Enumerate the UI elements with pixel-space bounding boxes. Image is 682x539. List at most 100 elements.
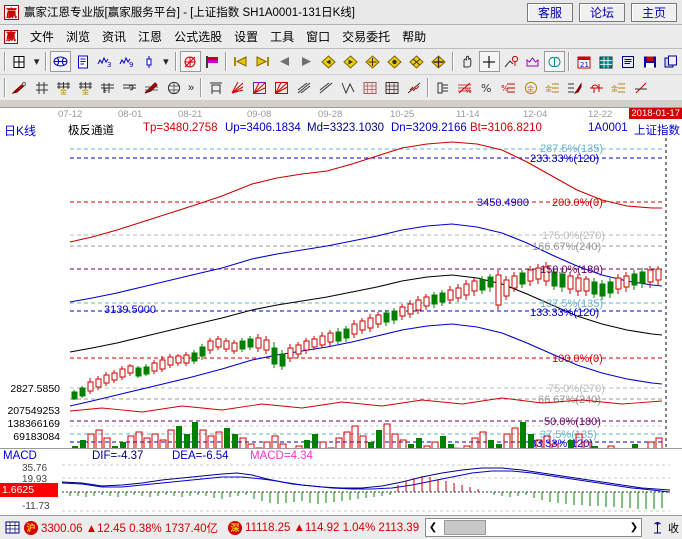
brush-icon[interactable] [141,77,162,98]
next-icon[interactable] [296,51,317,72]
grid-pink-icon[interactable] [359,77,380,98]
antenna-icon[interactable] [648,520,666,536]
percent-red-icon[interactable]: % [454,77,475,98]
gold-bars-icon[interactable]: 金 [608,77,629,98]
macd-histogram [69,476,663,509]
homepage-button[interactable]: 主页 [631,2,677,22]
last-page-icon[interactable] [252,51,273,72]
grid-dark-icon[interactable] [381,77,402,98]
flag-icon[interactable] [202,51,223,72]
candle-icon[interactable] [138,51,159,72]
dropdown-arrow-icon[interactable]: ▾ [33,56,40,68]
macd-axis-label-top: 35.76 [22,463,48,474]
vshape-icon[interactable] [337,77,358,98]
forum-button[interactable]: 论坛 [579,2,625,22]
macd-dea-label: DEA=-6.54 [172,450,229,462]
copy-icon[interactable] [661,51,682,72]
menu-item-tools[interactable]: 工具 [270,30,295,44]
angle-icon[interactable] [630,77,651,98]
network-icon[interactable] [50,51,72,72]
menu-item-help[interactable]: 帮助 [402,30,427,44]
brain-icon[interactable] [544,51,566,72]
more-icon[interactable]: » [188,81,195,94]
diamond-left-icon[interactable] [318,51,339,72]
save-icon[interactable] [639,51,660,72]
chart-area[interactable]: 07-12 08-01 08-21 09-08 09-28 10-25 11-1… [0,107,682,513]
box-icon[interactable] [205,77,226,98]
dropdown-arrow2-icon[interactable]: ▾ [163,56,169,68]
mini-price-line [69,397,663,413]
svg-text:F: F [104,87,108,95]
scroll-right-arrow[interactable]: ❯ [629,522,639,533]
gold-grid-icon-1[interactable]: 金 [53,77,74,98]
diamond-right-icon[interactable] [340,51,361,72]
diamond-icon-3[interactable] [406,51,427,72]
szse-index-quote[interactable]: 11118.25 ▲114.92 1.04% 2113.39 [245,522,419,534]
menu-item-news[interactable]: 资讯 [102,30,127,44]
macd-panel[interactable]: MACD DIF=-4.37 DEA=-6.54 MACD=4.34 35.76… [0,448,682,515]
svg-text:金: 金 [527,84,534,93]
indicator-3-icon[interactable]: 3 [94,51,115,72]
grid-view-icon[interactable] [3,520,21,536]
zigzag-icon[interactable] [403,77,424,98]
axis-label-vol-1: 207549253 [7,405,60,417]
gold-circle-icon[interactable]: 金 [520,77,541,98]
horizontal-scrollbar[interactable]: ❮ ❯ [425,518,642,537]
prev-icon[interactable] [274,51,295,72]
menu-item-gann[interactable]: 江恩 [138,30,163,44]
menu-item-file[interactable]: 文件 [30,30,55,44]
circle-grid-icon[interactable] [163,77,184,98]
grid-icon[interactable] [595,51,616,72]
price-annotation-low: 3139.5000 [104,304,156,316]
customer-service-button[interactable]: 客服 [527,2,573,22]
percent-line-icon[interactable]: % [498,77,519,98]
crown-icon[interactable] [522,51,543,72]
menu-item-window[interactable]: 窗口 [306,30,331,44]
menu-item-browse[interactable]: 浏览 [66,30,91,44]
menu-item-settings[interactable]: 设置 [234,30,259,44]
draw-icon[interactable] [501,51,522,72]
pen-icon[interactable] [9,77,30,98]
calendar21-icon[interactable]: 21 [573,51,594,72]
indicator-up: Up=3406.1834 [225,122,301,134]
svg-text:3: 3 [107,61,111,68]
scroll-left-arrow[interactable]: ❮ [428,522,438,533]
ruler-icon[interactable] [432,77,453,98]
status-right-text: 收 [668,522,679,535]
fork-icon[interactable] [31,77,52,98]
title-bar-buttons: 客服 论坛 主页 [527,2,682,22]
percent-icon[interactable]: % [476,77,497,98]
date-tick-0: 07-12 [58,109,83,120]
hand-icon[interactable] [457,51,478,72]
szse-value: 11118.25 [245,521,291,534]
report-icon[interactable] [617,51,638,72]
fan-purple-icon[interactable] [249,77,270,98]
price-plot[interactable]: 3139.5000 3450.4900 287.5%(135) 233.33%(… [62,138,670,500]
diamond-icon-1[interactable] [362,51,383,72]
lines-icon-2[interactable] [315,77,336,98]
scroll-thumb[interactable] [444,520,487,535]
marker-icon[interactable] [564,77,585,98]
sse-index-quote[interactable]: 3300.06 ▲12.45 0.38% 1737.40亿 [41,520,218,536]
menu-item-trade[interactable]: 交易委托 [342,30,391,44]
document-icon[interactable] [72,51,93,72]
fan-red-icon[interactable] [227,77,248,98]
diamond-icon-4[interactable] [428,51,449,72]
fan-box-icon[interactable] [271,77,292,98]
arc-red-icon[interactable] [586,77,607,98]
toolbar-secondary: 金 金 F » [0,75,682,101]
calendar-period-icon[interactable] [9,51,30,72]
lines-icon-1[interactable] [293,77,314,98]
menu-item-formula-stock-pick[interactable]: 公式选股 [174,30,223,44]
gann-fan-icon[interactable] [179,51,201,72]
gold-grid-icon-2[interactable]: 金 [75,77,96,98]
diamond-icon-2[interactable] [384,51,405,72]
svg-text:金: 金 [611,84,618,93]
channel-dn-line [69,323,663,407]
spiral-icon[interactable] [119,77,140,98]
crosshair-icon[interactable] [478,51,500,72]
f-grid-icon[interactable]: F [97,77,118,98]
indicator-9-icon[interactable]: 9 [116,51,137,72]
first-page-icon[interactable] [230,51,251,72]
gold-line-icon[interactable]: 金 [542,77,563,98]
